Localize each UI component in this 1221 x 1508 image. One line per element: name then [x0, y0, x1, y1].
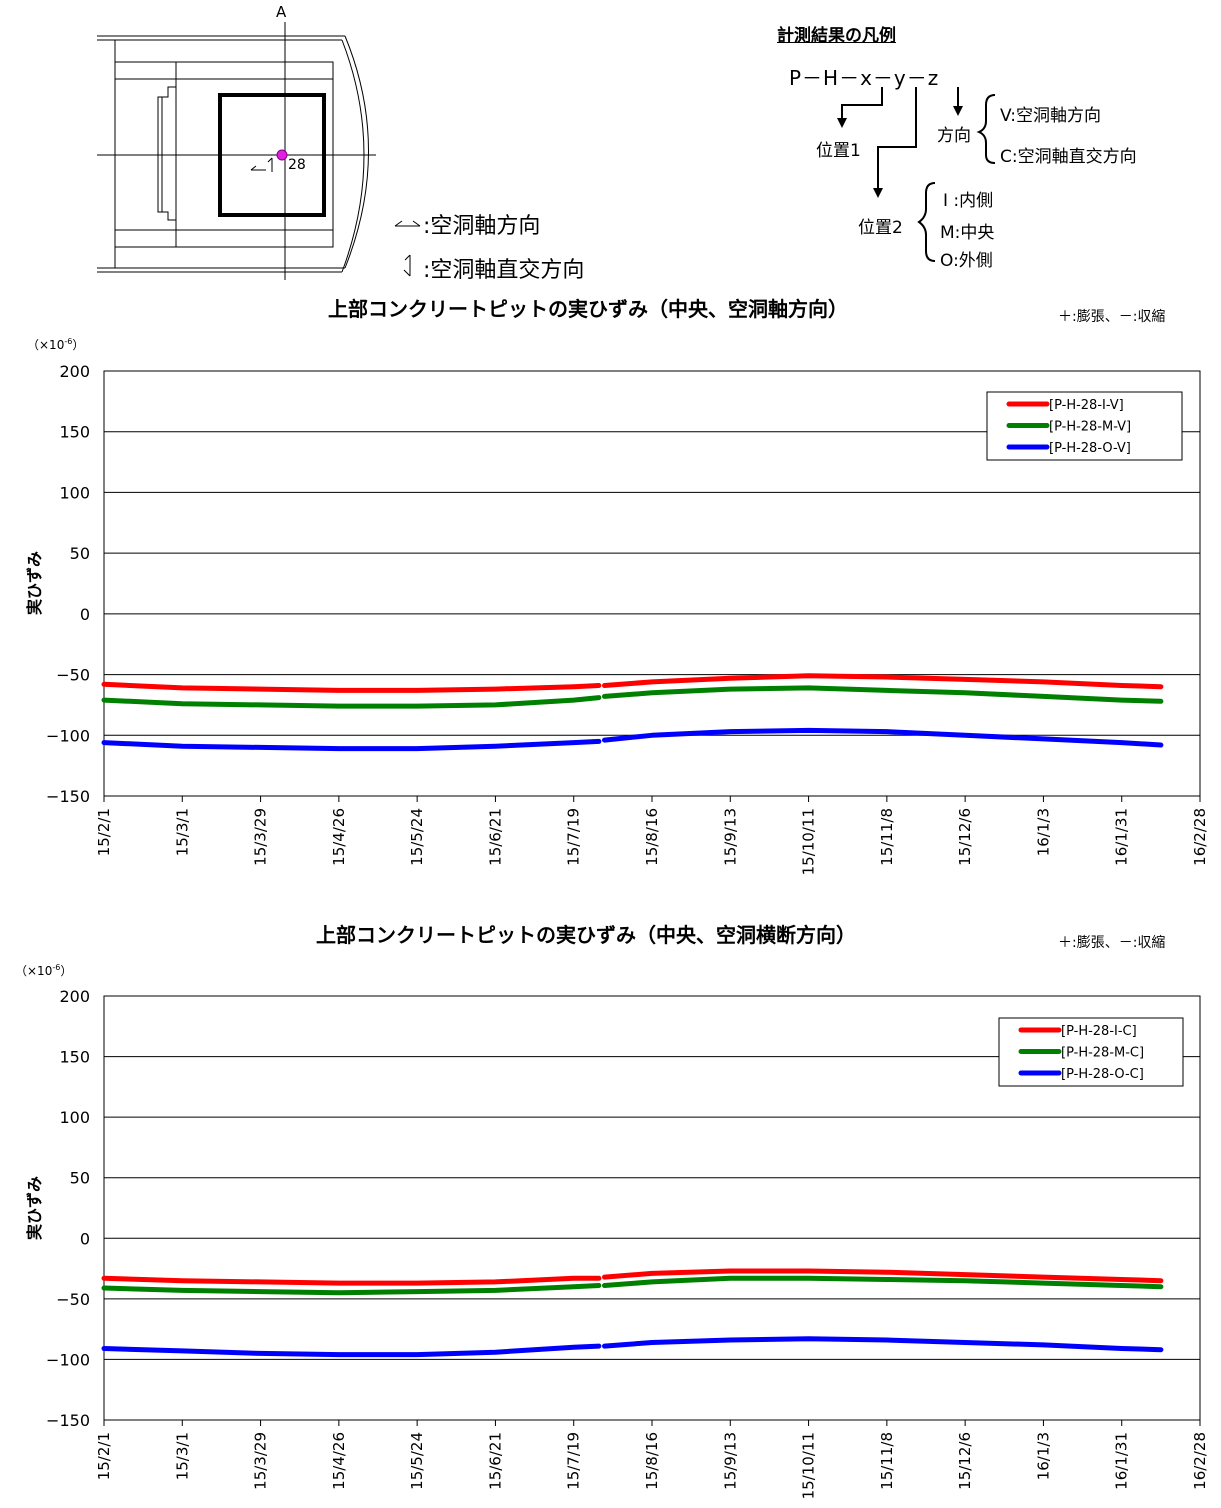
x-tick-label: 15/2/1: [95, 808, 113, 856]
x-tick-label: 16/2/28: [1191, 808, 1209, 866]
legend-entry: [P-H-28-O-V]: [1049, 441, 1131, 456]
y-tick-label: 0: [80, 1229, 90, 1248]
y-tick-label: 50: [70, 1169, 90, 1188]
chart-title: 上部コンクリートピットの実ひずみ（中央、空洞軸方向）: [328, 297, 848, 321]
unit-label: （×10-6）: [15, 963, 73, 978]
x-tick-label: 15/10/11: [800, 1432, 818, 1499]
x-tick-label: 16/1/3: [1034, 808, 1052, 856]
chart-cross-svg: −150 −100 −50 0 50 100 150 200 15/2/1 15/3/1 15/3/…: [25, 987, 1209, 1499]
x-tick-label: 15/12/6: [956, 1432, 974, 1490]
series-line: [602, 1336, 1164, 1353]
x-tick-label: 15/3/1: [173, 1432, 191, 1480]
y-axis-label: 実ひずみ: [25, 551, 44, 615]
x-tick-label: 16/1/31: [1113, 808, 1131, 866]
legend-pos-m: M:中央: [940, 223, 995, 243]
section-mark: A: [276, 3, 287, 21]
legend-direction: 方向: [937, 126, 971, 146]
gauge-label: 28: [288, 157, 306, 173]
legend-dir-v: V:空洞軸方向: [1000, 106, 1101, 126]
y-tick-label: −50: [56, 666, 90, 685]
series-line: [602, 685, 1164, 704]
series-line: [101, 1275, 602, 1286]
y-tick-label: −100: [46, 726, 90, 745]
x-tick-label: 15/4/26: [330, 808, 348, 866]
series-line: [602, 673, 1164, 690]
x-tick-label: 15/8/16: [643, 1432, 661, 1490]
x-tick-label: 15/11/8: [878, 808, 896, 866]
x-tick-label: 15/7/19: [565, 1432, 583, 1490]
series-line: [101, 695, 602, 709]
legend-explainer: 計測結果の凡例 P－H－x－y－z 位置1 方向 V:空洞軸方向 C:空洞軸直交…: [760, 15, 1210, 275]
series-line: [602, 1275, 1164, 1290]
cross-direction-note: :空洞軸直交方向: [423, 258, 585, 283]
y-tick-label: 100: [59, 483, 90, 502]
plan-drawing: [97, 22, 421, 280]
series-line: [602, 1268, 1164, 1284]
x-tick-label: 15/11/8: [878, 1432, 896, 1490]
legend-dir-c: C:空洞軸直交方向: [1000, 147, 1137, 167]
x-tick-label: 15/6/21: [486, 1432, 504, 1490]
axial-direction-note: :空洞軸方向: [423, 214, 541, 239]
x-tick-label: 15/9/13: [721, 1432, 739, 1490]
x-tick-label: 15/9/13: [721, 808, 739, 866]
legend-pos2: 位置2: [858, 218, 903, 238]
y-tick-label: −50: [56, 1290, 90, 1309]
x-tick-label: 15/4/26: [330, 1432, 348, 1490]
x-tick-label: 16/2/28: [1191, 1432, 1209, 1490]
y-tick-label: 150: [59, 423, 90, 442]
legend-code: P－H－x－y－z: [789, 66, 940, 90]
x-tick-label: 16/1/31: [1113, 1432, 1131, 1490]
legend-pos-i: I :内側: [943, 191, 994, 211]
chart-axial-svg: −150 −100 −50 0 50 100 150 200 15/2/1 15/3/1 15/3/…: [25, 362, 1209, 875]
legend-entry: [P-H-28-I-C]: [1061, 1024, 1137, 1039]
y-tick-label: 150: [59, 1048, 90, 1067]
x-tick-label: 16/1/3: [1034, 1432, 1052, 1480]
legend-pos-o: O:外側: [940, 251, 993, 271]
unit-label: （×10-6）: [27, 337, 85, 352]
x-tick-label: 15/3/1: [173, 808, 191, 856]
x-tick-label: 15/7/19: [565, 808, 583, 866]
x-tick-label: 15/3/29: [252, 1432, 270, 1490]
sign-note: ＋:膨張、－:収縮: [1058, 935, 1166, 951]
gauge-marker: [276, 149, 288, 161]
y-tick-label: −150: [46, 1411, 90, 1430]
x-tick-label: 15/10/11: [800, 808, 818, 875]
y-tick-label: −100: [46, 1350, 90, 1369]
series-line: [101, 738, 602, 752]
legend-pos1: 位置1: [816, 141, 861, 161]
y-tick-label: −150: [46, 787, 90, 806]
y-tick-label: 50: [70, 544, 90, 563]
legend-entry: [P-H-28-I-V]: [1049, 398, 1124, 413]
legend-explainer-title: 計測結果の凡例: [777, 26, 896, 46]
y-tick-label: 0: [80, 605, 90, 624]
y-axis-label: 実ひずみ: [25, 1176, 44, 1240]
sign-note: ＋:膨張、－:収縮: [1058, 309, 1166, 325]
legend-entry: [P-H-28-M-C]: [1061, 1046, 1144, 1061]
series-line: [101, 681, 602, 693]
y-tick-label: 200: [59, 987, 90, 1006]
plan-diagram: A 28 :空洞軸方向 :空洞軸直交方向: [0, 0, 660, 285]
x-tick-label: 15/5/24: [408, 1432, 426, 1490]
legend-arrows: [837, 87, 996, 262]
series-line: [101, 1343, 602, 1358]
x-tick-label: 15/8/16: [643, 808, 661, 866]
series-line: [602, 727, 1164, 748]
y-tick-label: 100: [59, 1108, 90, 1127]
x-tick-label: 15/3/29: [252, 808, 270, 866]
x-tick-label: 15/5/24: [408, 808, 426, 866]
chart-title: 上部コンクリートピットの実ひずみ（中央、空洞横断方向）: [316, 923, 856, 947]
x-tick-label: 15/2/1: [95, 1432, 113, 1480]
series-line: [101, 1283, 602, 1296]
legend-entry: [P-H-28-M-V]: [1049, 420, 1131, 435]
x-tick-label: 15/6/21: [486, 808, 504, 866]
x-tick-label: 15/12/6: [956, 808, 974, 866]
y-tick-label: 200: [59, 362, 90, 381]
legend-entry: [P-H-28-O-C]: [1061, 1067, 1144, 1082]
